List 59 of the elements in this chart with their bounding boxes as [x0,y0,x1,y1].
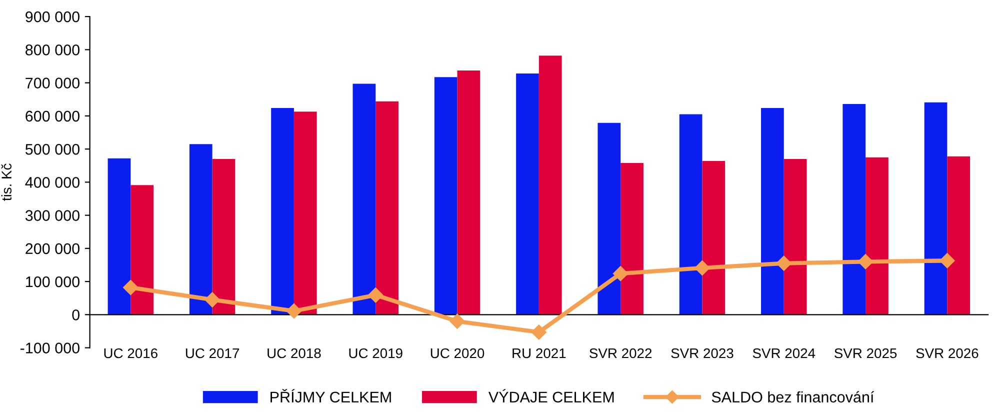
bar [842,104,866,315]
bar [538,56,562,315]
x-tick-label: UC 2016 [104,348,158,358]
x-tick-label: SVR 2026 [916,348,978,358]
y-tick-label: 800 000 [26,44,80,56]
point [368,288,384,303]
point [123,280,138,296]
point [286,303,302,319]
bar [516,74,539,315]
x-tick-label: SVR 2024 [752,348,816,358]
y-axis-title: tis. Kč [1,164,12,201]
point [531,324,546,340]
y-tick-label: 0 [72,310,80,320]
x-tick-label: UC 2017 [186,348,240,358]
legend-label: SALDO bez financování [712,391,874,403]
bar [784,158,807,315]
y-tick-label: 400 000 [25,177,80,188]
bar [702,160,726,315]
y-tick-label: 300 000 [25,210,80,221]
bar [294,112,317,315]
y-tick-label: 200 000 [26,243,80,254]
x-tick-label: RU 2021 [512,348,566,358]
bar [189,144,212,315]
point [694,260,710,276]
bar [947,156,970,315]
bar [761,108,784,315]
x-tick-label: SVR 2022 [590,348,652,358]
bar [679,114,702,315]
bar [130,185,154,315]
y-tick-label: -100 000 [20,342,80,354]
bar [598,122,621,315]
legend-label: VÝDAJE CELKEM [488,389,614,403]
x-tick-label: SVR 2025 [834,348,897,358]
y-tick-label: 500 000 [25,144,80,155]
y-tick-label: 600 000 [26,110,80,122]
point [776,256,792,271]
bar [376,101,398,315]
bar [434,77,458,315]
y-tick-label: 100 000 [26,276,80,288]
x-tick-label: UC 2020 [430,348,484,358]
bar [866,157,888,315]
bar [620,162,644,315]
point [940,253,955,268]
bar [108,158,131,315]
bar [457,70,480,315]
point [204,292,220,308]
x-tick-label: UC 2018 [268,348,321,358]
point [858,254,874,270]
bar [212,158,236,315]
bar [924,102,948,315]
y-tick-label: 900 000 [26,11,80,22]
x-tick-label: UC 2019 [349,348,402,358]
bar [352,84,376,315]
y-tick-label: 700 000 [26,78,80,88]
legend-label: PŘÍJMY CELKEM [270,389,391,403]
bar [271,108,294,315]
x-tick-label: SVR 2023 [671,348,734,358]
point [450,314,465,329]
point [613,266,628,282]
